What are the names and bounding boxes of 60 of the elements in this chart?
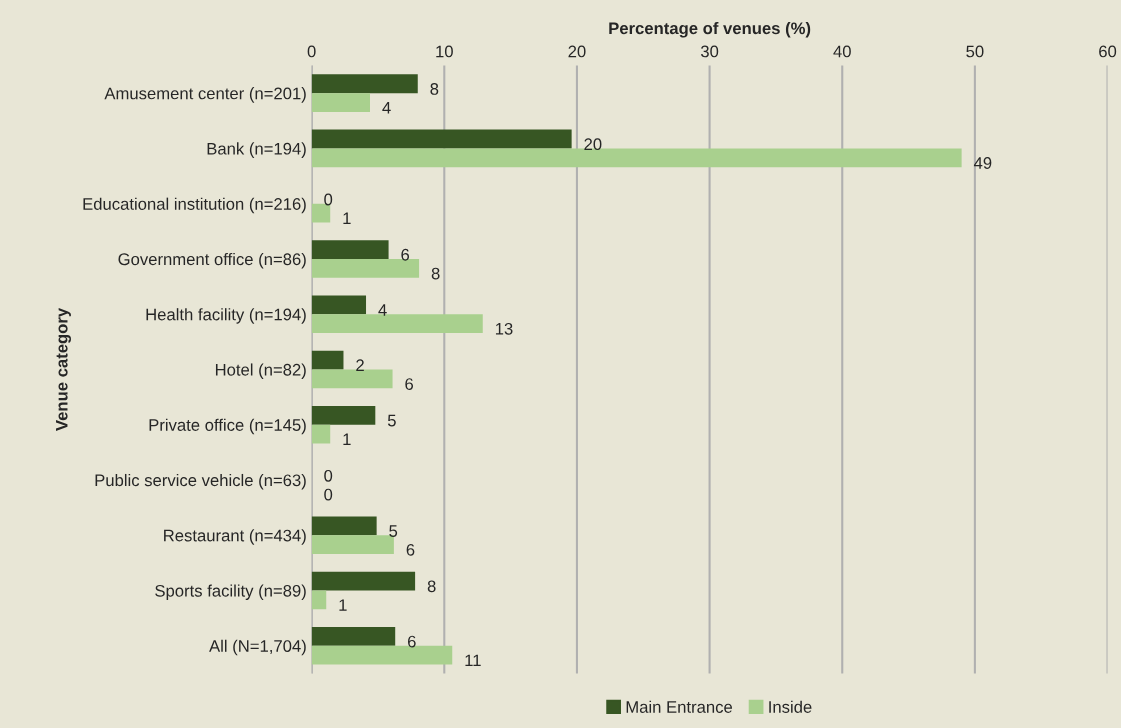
data-label: 8 bbox=[430, 83, 439, 95]
y-tick-label: Restaurant (n=434) bbox=[164, 529, 306, 545]
data-label: 6 bbox=[405, 378, 414, 390]
bar bbox=[311, 314, 483, 333]
data-label: 4 bbox=[378, 304, 387, 316]
x-tick-label: 40 bbox=[833, 45, 851, 58]
y-tick-label: Amusement center (n=201) bbox=[104, 87, 306, 103]
bar bbox=[311, 626, 396, 646]
y-tick-label: Public service vehicle (n=63) bbox=[95, 473, 306, 490]
data-label: 5 bbox=[389, 525, 398, 537]
x-tick-label: 20 bbox=[568, 45, 586, 58]
data-label: 0 bbox=[324, 488, 333, 501]
x-tick-label: 60 bbox=[1099, 45, 1117, 58]
data-label: 0 bbox=[324, 193, 333, 206]
data-label: 1 bbox=[339, 599, 347, 611]
x-axis-title: Percentage of venues (%) bbox=[609, 21, 811, 38]
bar bbox=[311, 295, 367, 315]
x-tick-label: 0 bbox=[307, 45, 316, 58]
data-label: 20 bbox=[584, 138, 602, 151]
y-tick-label: Bank (n=194) bbox=[207, 142, 306, 158]
data-label: 6 bbox=[407, 635, 416, 648]
data-label: 11 bbox=[465, 654, 481, 667]
data-label: 2 bbox=[356, 359, 364, 372]
bar bbox=[311, 424, 331, 444]
data-label: 4 bbox=[382, 102, 391, 114]
data-label: 6 bbox=[401, 248, 410, 261]
data-label: 8 bbox=[427, 580, 436, 593]
bar bbox=[311, 590, 327, 610]
x-tick-label: 30 bbox=[700, 45, 719, 58]
data-label: 49 bbox=[973, 157, 992, 169]
x-tick-label: 50 bbox=[966, 45, 984, 58]
data-label: 8 bbox=[431, 267, 440, 280]
y-axis-title: Venue category bbox=[56, 307, 71, 431]
bar bbox=[311, 148, 962, 168]
y-tick-label: Educational institution (n=216) bbox=[83, 197, 306, 214]
y-tick-label: Government office (n=86) bbox=[118, 252, 306, 269]
bar bbox=[311, 350, 344, 370]
bar bbox=[311, 93, 370, 112]
y-tick-label: Hotel (n=82) bbox=[215, 363, 306, 379]
data-label: 0 bbox=[324, 469, 333, 482]
x-tick-label: 10 bbox=[436, 45, 453, 58]
bar bbox=[311, 240, 389, 259]
y-tick-label: Private office (n=145) bbox=[149, 418, 306, 435]
y-tick-label: Sports facility (n=89) bbox=[155, 584, 306, 600]
data-label: 1 bbox=[343, 433, 351, 446]
bar bbox=[311, 129, 572, 149]
bar bbox=[311, 369, 393, 389]
bar bbox=[311, 571, 416, 591]
data-label: 1 bbox=[343, 212, 351, 225]
bar bbox=[311, 535, 394, 555]
legend-label: Inside bbox=[769, 700, 812, 713]
legend-label: Main Entrance bbox=[626, 700, 733, 713]
bar bbox=[311, 405, 376, 425]
y-tick-label: Health facility (n=194) bbox=[146, 308, 306, 324]
bar bbox=[311, 516, 377, 536]
data-label: 5 bbox=[387, 414, 396, 427]
data-label: 13 bbox=[495, 322, 513, 335]
y-tick-label: All (N=1,704) bbox=[209, 639, 306, 656]
data-label: 6 bbox=[406, 543, 415, 556]
bar bbox=[311, 74, 418, 94]
